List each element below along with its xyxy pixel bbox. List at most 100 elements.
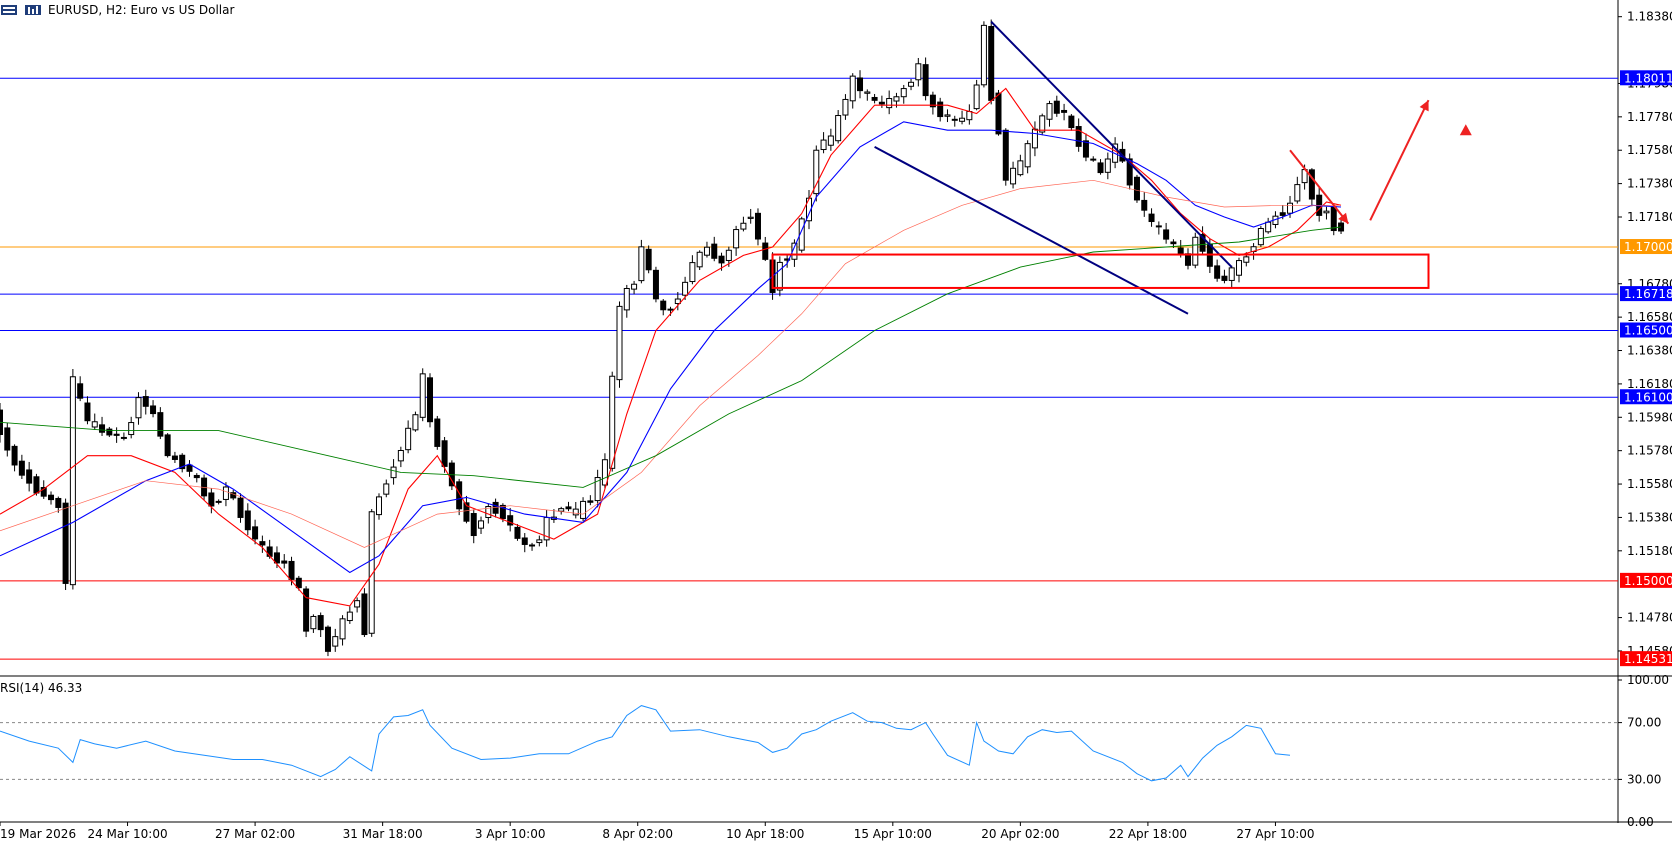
candle-body	[390, 466, 397, 479]
candle-body	[1163, 229, 1170, 240]
candle-body	[361, 593, 368, 636]
candle-body	[1141, 199, 1148, 211]
candle-body	[150, 405, 157, 415]
rsi-tick-label: 30.00	[1627, 772, 1661, 786]
candle-body	[835, 115, 842, 142]
candle-body	[864, 91, 871, 94]
triangle-marker	[1459, 124, 1472, 136]
candle-body	[565, 506, 572, 510]
rsi-tick-label: 100.00	[1627, 673, 1669, 687]
price-tick-label: 1.17580	[1627, 143, 1672, 157]
candle-body	[842, 98, 849, 116]
candle-body	[99, 424, 106, 433]
candle-body	[689, 262, 696, 283]
candle-body	[164, 434, 171, 457]
candle-body	[740, 222, 747, 230]
candle-body	[1287, 202, 1294, 214]
candle-body	[354, 600, 361, 608]
candle-body	[383, 483, 390, 495]
candle-body	[77, 383, 84, 399]
candle-body	[601, 459, 608, 486]
candle-body	[281, 560, 288, 564]
candle-body	[69, 376, 76, 586]
candle-body	[674, 298, 681, 305]
time-tick-label: 3 Apr 10:00	[475, 827, 546, 841]
candle-body	[128, 422, 135, 436]
candle-body	[478, 520, 485, 529]
candle-body	[937, 101, 944, 118]
candle-body	[754, 212, 761, 240]
price-tick-label: 1.15980	[1627, 410, 1672, 424]
candle-body	[208, 492, 215, 507]
candle-body	[514, 526, 521, 539]
moving-average-line	[0, 87, 1342, 607]
candle-body	[33, 476, 40, 494]
candle-body	[594, 477, 601, 502]
candle-body	[441, 440, 448, 467]
candle-body	[951, 118, 958, 121]
price-tick-label: 1.15180	[1627, 544, 1672, 558]
rsi-tick-label: 0.00	[1627, 815, 1654, 829]
candle-body	[332, 636, 339, 647]
candle-body	[1192, 236, 1199, 266]
candle-body	[1236, 260, 1243, 276]
candle-body	[988, 25, 995, 101]
candle-body	[886, 98, 893, 109]
candle-body	[857, 77, 864, 92]
arrow-down-head	[1338, 212, 1349, 224]
level-label: 1.16718	[1624, 287, 1672, 301]
arrow-down	[1289, 149, 1350, 225]
time-tick-label: 15 Apr 10:00	[854, 827, 932, 841]
candle-body	[1177, 247, 1184, 255]
chart-menu-icon[interactable]	[0, 4, 18, 16]
candle-body	[4, 427, 11, 451]
candle-body	[1053, 100, 1060, 114]
candle-body	[762, 242, 769, 260]
candle-body	[784, 258, 791, 261]
candle-body	[1031, 128, 1038, 149]
candle-body	[1155, 225, 1162, 228]
candle-body	[521, 537, 528, 545]
rsi-label: RSI(14) 46.33	[0, 681, 83, 695]
moving-average-line	[0, 179, 1341, 548]
candle-body	[470, 513, 477, 537]
candle-body	[84, 402, 91, 422]
candle-body	[339, 618, 346, 640]
candle-body	[405, 427, 412, 451]
chart-type-icon[interactable]	[24, 4, 42, 16]
candle-body	[222, 486, 229, 500]
level-label: 1.17000	[1624, 240, 1672, 254]
candle-body	[813, 149, 820, 195]
candle-body	[631, 283, 638, 290]
candle-body	[1214, 265, 1221, 279]
candle-body	[237, 497, 244, 518]
candle-body	[820, 139, 827, 151]
candle-body	[1046, 103, 1053, 120]
candle-body	[849, 75, 856, 102]
candle-body	[696, 251, 703, 268]
time-tick-label: 19 Mar 2026	[0, 827, 76, 841]
time-tick-label: 10 Apr 18:00	[726, 827, 804, 841]
candle-body	[1308, 169, 1315, 200]
candle-body	[645, 248, 652, 271]
candle-body	[135, 397, 142, 419]
level-label-box	[1620, 651, 1672, 667]
candle-body	[317, 615, 324, 631]
candle-body	[798, 218, 805, 251]
rsi-tick-label: 70.00	[1627, 716, 1661, 730]
candle-body	[1126, 158, 1133, 186]
candle-body	[871, 96, 878, 101]
candle-body	[157, 412, 164, 437]
candle-body	[1097, 162, 1104, 174]
candle-body	[1221, 275, 1228, 281]
time-tick-label: 20 Apr 02:00	[981, 827, 1059, 841]
candle-body	[368, 511, 375, 634]
price-tick-label: 1.17380	[1627, 177, 1672, 191]
time-tick-label: 27 Apr 10:00	[1236, 827, 1314, 841]
candle-body	[791, 242, 798, 260]
rsi-line	[0, 705, 1291, 782]
level-label-box	[1620, 572, 1672, 588]
candle-body	[1082, 140, 1089, 158]
candle-body	[266, 546, 273, 557]
